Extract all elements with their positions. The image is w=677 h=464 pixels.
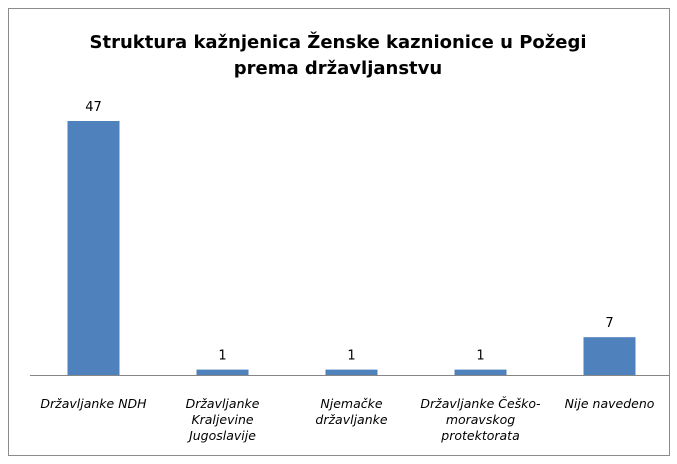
value-label: 1: [347, 349, 355, 364]
bar: [454, 369, 507, 375]
chart-frame: [8, 8, 670, 456]
bar: [67, 121, 120, 375]
x-tick-label: Nije navedeno: [564, 396, 655, 411]
chart-title: Struktura kažnjenica Ženske kaznionice u…: [89, 32, 587, 79]
x-tick-label: Državljanke Češko-moravskog protektorata: [420, 396, 541, 443]
bar: [583, 337, 636, 375]
value-label: 1: [476, 349, 484, 364]
x-tick-label: Državljanke NDH: [40, 396, 147, 411]
value-label: 47: [85, 100, 102, 115]
x-tick-label: Državljanke Kraljevine Jugoslavije: [185, 396, 260, 443]
x-tick-label: Njemačke državljanke: [315, 396, 388, 427]
value-label: 7: [605, 316, 613, 331]
value-label: 1: [218, 349, 226, 364]
bar: [325, 369, 378, 375]
bar: [196, 369, 249, 375]
